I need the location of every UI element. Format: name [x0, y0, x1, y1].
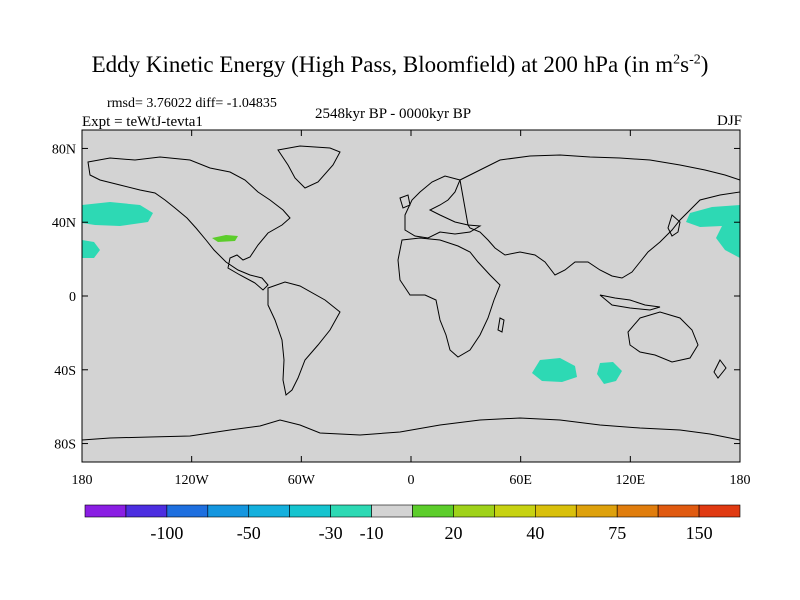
colorbar-swatch: [248, 504, 290, 518]
coast-japan: [667, 214, 681, 237]
lon-tick-label: 60E: [509, 473, 532, 488]
colorbar-swatch: [698, 504, 741, 518]
colorbar-swatch: [289, 504, 331, 518]
coast-australia: [627, 311, 699, 363]
colorbar-swatch: [494, 504, 536, 518]
colorbar-labels: -100 -50 -30 -10 20 40 75 150: [150, 523, 712, 543]
colorbar-swatch: [125, 504, 168, 518]
colorbar-label: -10: [360, 523, 384, 543]
lon-tick-label: 180: [730, 473, 751, 488]
coast-indonesia: [599, 294, 661, 311]
colorbar-swatch: [616, 504, 659, 518]
colorbar-label: -50: [237, 523, 261, 543]
axis-ticks: [81, 130, 741, 462]
colorbar-label: -30: [319, 523, 343, 543]
lat-tick-label: 80S: [54, 438, 76, 453]
coast-new-zealand: [713, 359, 727, 379]
colorbar: [84, 504, 741, 518]
lon-tick-label: 60W: [288, 473, 316, 488]
experiment-label: Expt = teWtJ-tevta1: [82, 114, 203, 130]
colorbar-swatch: [575, 504, 618, 518]
coast-greenland: [277, 145, 341, 189]
rmsd-diff-label: rmsd= 3.76022 diff= -1.04835: [107, 96, 277, 111]
plot-title: Eddy Kinetic Energy (High Pass, Bloomfie…: [91, 52, 709, 77]
colorbar-swatch: [657, 504, 700, 518]
colorbar-swatch: [84, 504, 127, 518]
colorbar-label: 40: [526, 523, 544, 543]
coast-africa: [397, 237, 501, 358]
colorbar-swatch: [412, 504, 454, 518]
lon-tick-label: 120E: [616, 473, 646, 488]
coast-asia: [459, 154, 741, 279]
lon-tick-label: 0: [408, 473, 415, 488]
colorbar-swatch: [453, 504, 495, 518]
pos-patch-north-america: [212, 235, 238, 242]
colorbar-swatch: [207, 504, 250, 518]
lon-tick-label: 180: [72, 473, 93, 488]
colorbar-label: 20: [444, 523, 462, 543]
colorbar-label: -100: [150, 523, 183, 543]
axis-tick-labels: 180 120W 60W 0 60E 120E 180 80N 40N 0 40S 80S: [52, 142, 751, 488]
lat-tick-label: 0: [69, 290, 76, 305]
coast-madagascar: [497, 317, 505, 333]
colorbar-swatch: [166, 504, 209, 518]
lat-tick-label: 80N: [52, 142, 76, 157]
colorbar-swatch: [371, 504, 413, 518]
lat-tick-label: 40S: [54, 364, 76, 379]
map-background: [82, 130, 740, 462]
period-label: 2548kyr BP - 0000kyr BP: [315, 106, 472, 122]
neg-patch-south-indian-2: [597, 362, 622, 384]
coast-british-isles: [399, 194, 411, 209]
coast-north-america: [87, 156, 291, 291]
lon-tick-label: 120W: [175, 473, 210, 488]
neg-patch-north-pacific-west-lower: [82, 240, 100, 258]
coast-south-america: [267, 281, 341, 396]
lat-tick-label: 40N: [52, 216, 76, 231]
colorbar-swatch: [535, 504, 577, 518]
colorbar-label: 75: [608, 523, 626, 543]
neg-patch-south-indian-1: [532, 358, 577, 382]
colorbar-label: 150: [686, 523, 713, 543]
neg-patch-north-pacific-west: [82, 202, 153, 226]
coast-antarctica: [81, 417, 741, 441]
coastlines: [81, 145, 741, 441]
coast-europe: [404, 175, 482, 239]
colorbar-swatch: [330, 504, 372, 518]
anomaly-fills: [82, 202, 740, 384]
neg-patch-north-pacific-east: [686, 205, 740, 258]
season-label: DJF: [716, 113, 742, 129]
